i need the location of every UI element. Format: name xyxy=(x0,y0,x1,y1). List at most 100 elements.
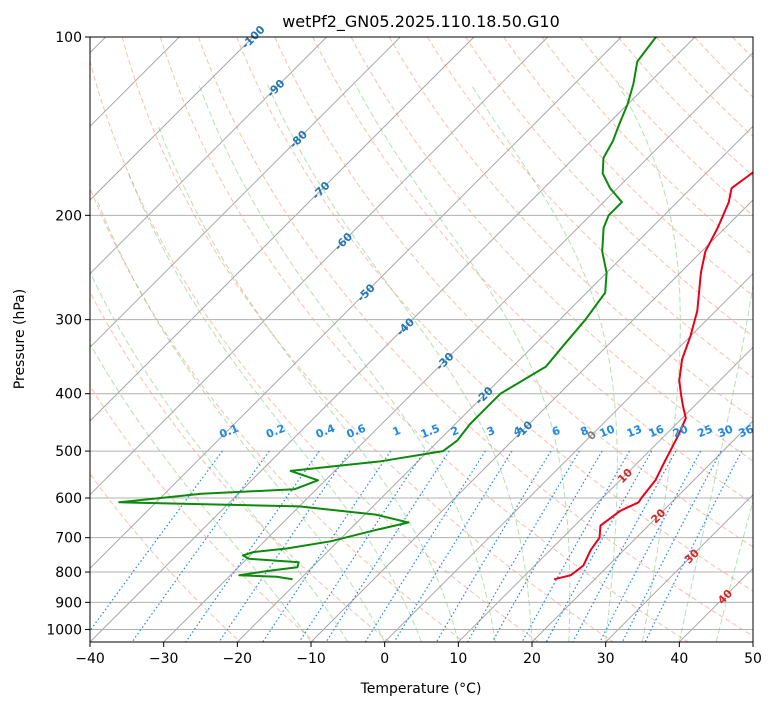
mixing-ratio-line xyxy=(364,450,486,642)
mixing-ratio-label: 20 xyxy=(671,422,690,440)
isotherm xyxy=(90,37,696,642)
mixing-ratio-line xyxy=(131,450,270,642)
y-tick-label: 700 xyxy=(55,531,82,547)
y-tick-label: 900 xyxy=(55,595,82,611)
mixing-ratio-label: 6 xyxy=(550,424,562,439)
mixing-ratio-label: 0.1 xyxy=(218,422,241,441)
x-tick-label: 50 xyxy=(744,651,762,667)
isotherm-label: -20 xyxy=(473,384,496,407)
isotherm-label: 0 xyxy=(585,428,600,443)
moist-adiabat xyxy=(678,282,753,642)
mixing-ratio-line xyxy=(393,450,513,642)
mixing-ratio-line xyxy=(218,450,351,642)
isotherm xyxy=(310,199,753,642)
dry-adiabat xyxy=(503,37,753,297)
x-axis-label: Temperature (°C) xyxy=(360,681,482,697)
mixing-ratio-label: 0.4 xyxy=(314,422,337,441)
mixing-ratio-label: 0.2 xyxy=(264,422,287,441)
mixing-ratio-label: 16 xyxy=(647,422,666,440)
mixing-ratio-label: 1 xyxy=(391,424,403,439)
y-tick-label: 500 xyxy=(55,444,82,460)
chart-title: wetPf2_GN05.2025.110.18.50.G10 xyxy=(282,12,560,32)
x-tick-label: −20 xyxy=(223,651,253,667)
mixing-ratio-label: 30 xyxy=(716,422,735,440)
dry-adiabat xyxy=(541,37,753,257)
isotherm xyxy=(90,37,401,349)
series-layer xyxy=(118,37,753,581)
x-tick-label: 10 xyxy=(449,651,467,667)
axes: −40 −30 −20 −10 0 10 20 30 40 5010020030040050060… xyxy=(46,30,762,667)
dry-adiabat xyxy=(426,37,753,378)
isotherm xyxy=(90,37,622,570)
dry-adiabat xyxy=(771,37,775,642)
x-tick-label: 40 xyxy=(670,651,688,667)
mixing-ratio-label: 25 xyxy=(695,422,714,440)
y-tick-label: 800 xyxy=(55,565,82,581)
dewpoint-line xyxy=(118,37,657,581)
x-tick-label: −40 xyxy=(75,651,105,667)
x-tick-label: 20 xyxy=(523,651,541,667)
dry-adiabat xyxy=(121,37,614,642)
moist-adiabat xyxy=(198,83,496,642)
plot-frame xyxy=(89,36,754,643)
moist-adiabat xyxy=(128,173,422,642)
y-tick-label: 300 xyxy=(55,313,82,329)
isotherm xyxy=(90,37,328,275)
mixing-ratio-line xyxy=(521,450,631,642)
moist-adiabat xyxy=(156,123,459,642)
y-tick-label: 400 xyxy=(55,387,82,403)
moist-adiabat xyxy=(90,342,312,642)
mixing-ratio-line xyxy=(599,450,702,642)
temperature-line xyxy=(553,171,753,581)
dry-adiabat xyxy=(90,291,390,642)
moist-adiabat xyxy=(617,83,681,642)
x-tick-label: −10 xyxy=(296,651,326,667)
line-labels: 0.1 0.2 0.4 0.6 1 1.5 2 3 4 6 8 10 13 16 20 25 30 36-100-… xyxy=(218,23,756,607)
y-tick-label: 200 xyxy=(55,208,82,224)
moist-adiabat xyxy=(90,271,349,642)
isotherm xyxy=(236,125,753,642)
isotherm xyxy=(605,493,753,642)
dry-adiabat xyxy=(90,384,316,642)
dry-adiabat xyxy=(90,186,465,642)
dry-adiabat xyxy=(465,37,753,337)
dry-adiabat xyxy=(198,37,753,637)
isotherm xyxy=(90,37,254,201)
mixing-ratio-label: 1.5 xyxy=(419,422,442,441)
dry-adiabat xyxy=(388,37,753,420)
isotherm xyxy=(752,641,753,642)
moist-adiabat xyxy=(715,499,753,642)
mixing-ratio-line xyxy=(491,450,603,642)
y-tick-label: 1000 xyxy=(46,622,82,638)
mixing-ratio-line xyxy=(572,450,677,642)
mixing-ratio-line xyxy=(545,450,653,642)
y-tick-label: 100 xyxy=(55,30,82,46)
dry-adiabat xyxy=(694,37,753,98)
dry-adiabat xyxy=(90,472,241,642)
mixing-ratio-label: 3 xyxy=(485,424,497,439)
mixing-ratio-line xyxy=(435,450,552,642)
isotherm xyxy=(90,37,475,422)
mixing-ratio-label: 0.6 xyxy=(345,422,368,441)
isotherm xyxy=(384,272,753,642)
mixing-ratio-line xyxy=(466,450,580,642)
isotherm xyxy=(531,420,753,642)
isotherm-label: -70 xyxy=(309,179,332,202)
mixing-ratio-line xyxy=(621,450,722,642)
moist-adiabat xyxy=(266,83,533,642)
x-tick-label: 30 xyxy=(597,651,615,667)
mixing-ratio-label: 8 xyxy=(579,424,591,439)
isotherm-label: -30 xyxy=(433,350,456,373)
y-axis-label: Pressure (hPa) xyxy=(12,289,28,389)
moist-adiabat xyxy=(354,83,571,642)
x-tick-label: −30 xyxy=(149,651,179,667)
isotherm xyxy=(163,51,753,642)
moist-adiabat xyxy=(470,83,618,642)
mixing-ratio-line xyxy=(185,450,320,642)
y-tick-label: 600 xyxy=(55,491,82,507)
mixing-ratio-label: 36 xyxy=(737,422,756,440)
dry-adiabat xyxy=(159,37,689,642)
mixing-ratio-label: 13 xyxy=(625,422,644,440)
dry-adiabat xyxy=(350,37,753,462)
